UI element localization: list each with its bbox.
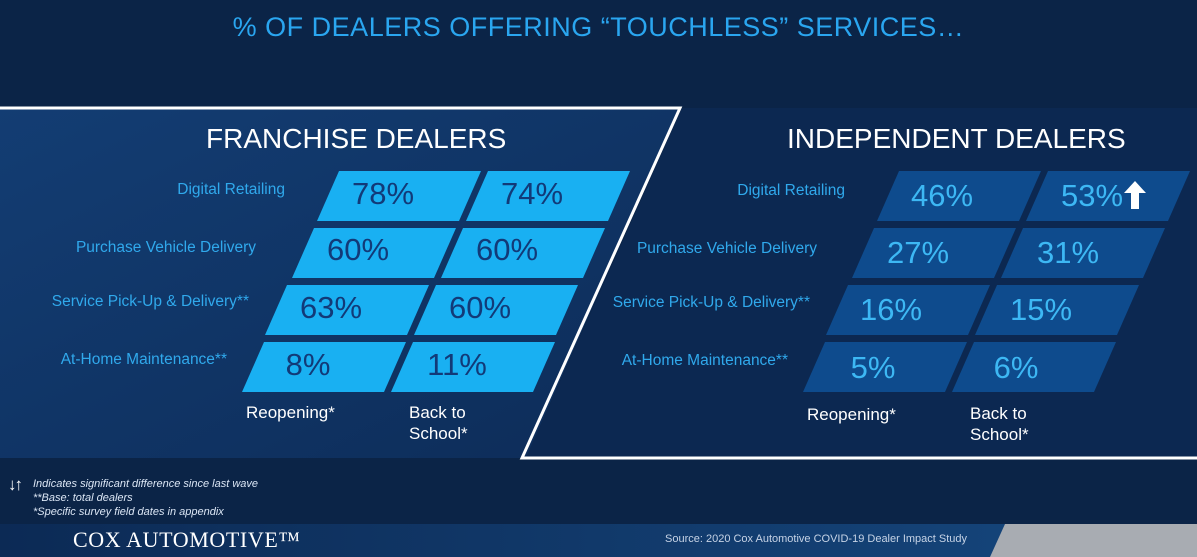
- franchise-row-label: Purchase Vehicle Delivery: [75, 239, 256, 256]
- footnote-dates: *Specific survey field dates in appendix: [33, 506, 224, 518]
- franchise-value-reopening: 8%: [285, 347, 331, 382]
- independent-cell: [826, 285, 990, 335]
- franchise-cell: [317, 171, 481, 221]
- franchise-cell: [265, 285, 429, 335]
- page-title: % OF DEALERS OFFERING “TOUCHLESS” SERVIC…: [232, 12, 965, 42]
- franchise-value-back-to-school: 60%: [448, 290, 512, 325]
- franchise-cell: [292, 228, 456, 278]
- footnote-base: **Base: total dealers: [33, 492, 133, 504]
- independent-cell: [975, 285, 1139, 335]
- franchise-row-label: Service Pick-Up & Delivery**: [51, 293, 249, 310]
- franchise-value-back-to-school: 11%: [427, 347, 487, 382]
- footer-tab: [990, 524, 1197, 557]
- franchise-col-label-back-to-school: Back to School*: [409, 403, 468, 443]
- footnote-significance: Indicates significant difference since l…: [33, 478, 259, 490]
- franchise-value-reopening: 60%: [326, 232, 390, 267]
- sig-diff-arrows-icon: ↓↑: [8, 475, 23, 494]
- independent-cell: [877, 171, 1041, 221]
- independent-title: INDEPENDENT DEALERS: [787, 123, 1126, 154]
- franchise-value-reopening: 78%: [351, 176, 415, 211]
- independent-row-label: Digital Retailing: [737, 182, 845, 199]
- independent-col-label-back-to-school: Back to School*: [970, 404, 1029, 444]
- franchise-cell: [242, 342, 406, 392]
- franchise-cell: [441, 228, 605, 278]
- source-note: Source: 2020 Cox Automotive COVID-19 Dea…: [665, 533, 968, 545]
- independent-value-reopening: 27%: [886, 235, 950, 270]
- independent-cell: [803, 342, 967, 392]
- independent-col-label-reopening: Reopening*: [807, 405, 896, 424]
- independent-value-back-to-school: 15%: [1009, 292, 1073, 327]
- independent-cell: [1026, 171, 1190, 221]
- franchise-value-back-to-school: 60%: [475, 232, 539, 267]
- independent-row-label: Purchase Vehicle Delivery: [636, 240, 817, 257]
- franchise-cell: [414, 285, 578, 335]
- cox-automotive-logo: COX AUTOMOTIVE™: [73, 527, 301, 552]
- independent-cell: [952, 342, 1116, 392]
- independent-row-label: Service Pick-Up & Delivery**: [612, 294, 810, 311]
- panel-divider: [0, 106, 1197, 460]
- independent-value-back-to-school: 31%: [1036, 235, 1100, 270]
- franchise-row-label: Digital Retailing: [177, 181, 285, 198]
- arrow-up-icon: [1124, 181, 1146, 209]
- franchise-value-back-to-school: 74%: [500, 176, 564, 211]
- franchise-col-label-reopening: Reopening*: [246, 403, 335, 422]
- independent-value-reopening: 5%: [850, 350, 896, 385]
- independent-value-reopening: 46%: [910, 178, 974, 213]
- franchise-cell: [466, 171, 630, 221]
- independent-value-reopening: 16%: [859, 292, 923, 327]
- independent-cell: [1001, 228, 1165, 278]
- franchise-cell: [391, 342, 555, 392]
- independent-row-label: At-Home Maintenance**: [621, 352, 788, 369]
- independent-value-back-to-school: 6%: [993, 350, 1039, 385]
- independent-cell: [852, 228, 1016, 278]
- independent-value-back-to-school: 53%: [1060, 178, 1124, 213]
- franchise-title: FRANCHISE DEALERS: [206, 123, 507, 154]
- franchise-value-reopening: 63%: [299, 290, 363, 325]
- franchise-row-label: At-Home Maintenance**: [60, 351, 227, 368]
